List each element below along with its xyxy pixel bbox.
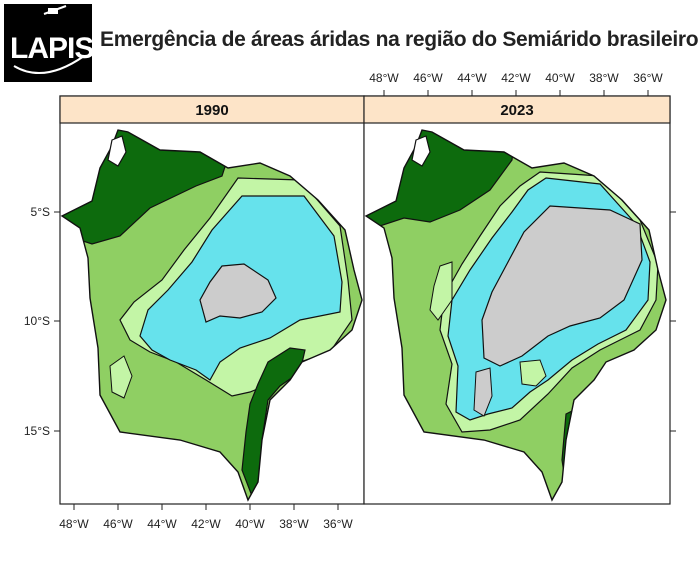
panel-year-1990: 1990	[195, 102, 228, 119]
bottom-axis	[73, 504, 339, 510]
lat-label: 15°S	[24, 424, 50, 438]
top-lon-label: 46°W	[413, 71, 443, 85]
panel-year-2023: 2023	[500, 102, 533, 119]
zone-patch-b-2023	[429, 261, 453, 321]
lapis-logo: LAPIS	[4, 4, 94, 82]
bottom-lon-label: 48°W	[59, 517, 89, 531]
bottom-lon-label: 38°W	[279, 517, 309, 531]
top-lon-label: 44°W	[457, 71, 487, 85]
top-lon-label: 36°W	[633, 71, 663, 85]
bottom-lon-label: 42°W	[191, 517, 221, 531]
right-axis	[670, 211, 676, 432]
zone-patch-2023	[519, 359, 547, 387]
lat-label: 5°S	[31, 205, 50, 219]
island-marajo-2023	[411, 135, 431, 167]
zone-arid-patch-2023	[473, 367, 493, 417]
top-lon-label: 40°W	[545, 71, 575, 85]
satellite-icon	[13, 5, 85, 74]
top-lon-label: 48°W	[369, 71, 399, 85]
top-lon-label: 42°W	[501, 71, 531, 85]
zone-patch-1990	[109, 355, 133, 399]
island-marajo-1990	[107, 135, 127, 167]
page-title: Emergência de áreas áridas na região do …	[100, 28, 699, 51]
zone-arid-1990	[199, 263, 277, 323]
top-lon-label: 38°W	[589, 71, 619, 85]
map-1990	[62, 130, 362, 500]
strip-1990	[59, 95, 365, 124]
zone-arid-2023	[481, 205, 643, 367]
left-axis	[54, 211, 60, 432]
lat-label: 10°S	[24, 314, 50, 328]
bottom-lon-label: 44°W	[147, 517, 177, 531]
logo-text: LAPIS	[10, 32, 94, 65]
strip-2023	[363, 95, 671, 124]
bottom-lon-label: 36°W	[323, 517, 353, 531]
bottom-lon-label: 40°W	[235, 517, 265, 531]
top-axis	[383, 90, 649, 96]
bottom-lon-label: 46°W	[103, 517, 133, 531]
